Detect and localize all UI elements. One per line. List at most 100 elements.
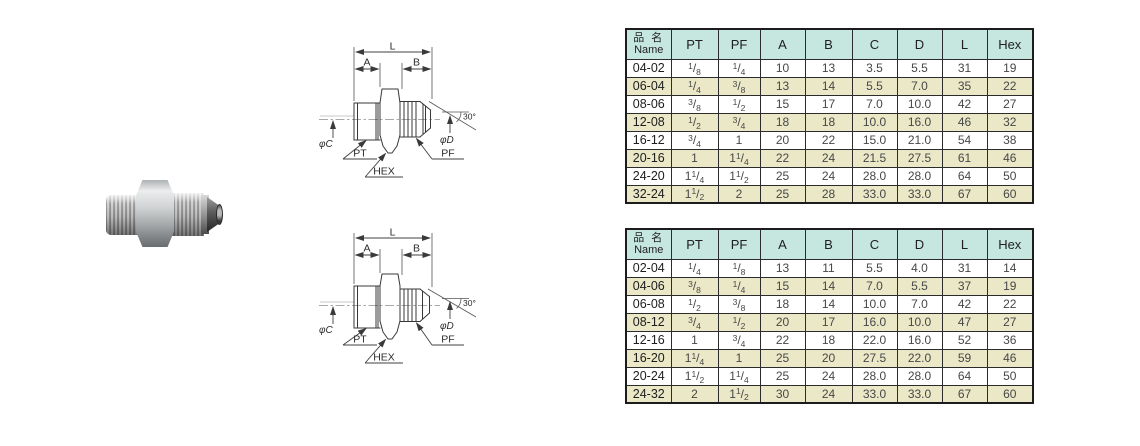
cell-name: 06-08 (625, 294, 672, 314)
cell-d: 5.5 (896, 58, 943, 78)
cell-d: 27.5 (896, 148, 943, 168)
cell-l: 64 (941, 366, 988, 386)
cell-pt: 11/2 (670, 366, 719, 386)
cell-pf: 11/4 (717, 366, 761, 386)
product-photo (106, 180, 224, 247)
cell-pt: 1/2 (670, 112, 719, 132)
cell-b: 24 (804, 148, 853, 168)
dim-label-b: B (413, 243, 420, 255)
cell-l: 37 (941, 276, 988, 296)
table-row: 16-12 3/4 1 20 22 15.0 21.0 54 38 (625, 130, 1034, 150)
cell-hex: 27 (986, 94, 1034, 114)
cell-b: 14 (804, 276, 853, 296)
cell-pt: 11/4 (670, 348, 719, 368)
cell-l: 46 (941, 112, 988, 132)
cell-hex: 19 (986, 58, 1034, 78)
cell-a: 20 (759, 312, 806, 332)
cell-l: 61 (941, 148, 988, 168)
cell-b: 24 (804, 366, 853, 386)
cell-hex: 22 (986, 76, 1034, 96)
cell-hex: 19 (986, 276, 1034, 296)
cell-d: 5.5 (896, 276, 943, 296)
table-row: 24-32 2 11/2 30 24 33.0 33.0 67 60 (625, 384, 1034, 404)
cell-b: 18 (804, 112, 853, 132)
cell-b: 13 (804, 58, 853, 78)
cell-pt: 1/4 (670, 76, 719, 96)
photo-flare-shoulder (201, 195, 209, 234)
table-row: 04-02 1/8 1/4 10 13 3.5 5.5 31 19 (625, 58, 1034, 78)
cell-c: 28.0 (851, 366, 898, 386)
cell-c: 5.5 (851, 258, 898, 278)
cell-pt: 1/2 (670, 294, 719, 314)
cell-pf: 11/2 (717, 384, 761, 404)
cell-c: 10.0 (851, 112, 898, 132)
cell-a: 25 (759, 366, 806, 386)
cell-a: 22 (759, 330, 806, 350)
cell-a: 25 (759, 166, 806, 186)
cell-name: 02-04 (625, 258, 672, 278)
cell-pf: 1/8 (717, 258, 761, 278)
cell-c: 28.0 (851, 166, 898, 186)
cell-d: 21.0 (896, 130, 943, 150)
cell-pf: 11/2 (717, 166, 761, 186)
cell-name: 08-06 (625, 94, 672, 114)
cell-pt: 1 (670, 330, 719, 350)
cell-l: 35 (941, 76, 988, 96)
photo-hex-nut (136, 180, 174, 247)
cell-hex: 46 (986, 148, 1034, 168)
cell-b: 17 (804, 94, 853, 114)
cell-pt: 3/8 (670, 276, 719, 296)
cell-l: 54 (941, 130, 988, 150)
cell-b: 24 (804, 384, 853, 404)
dim-label-a: A (363, 57, 370, 69)
cell-c: 16.0 (851, 312, 898, 332)
cell-hex: 32 (986, 112, 1034, 132)
cell-name: 04-02 (625, 58, 672, 78)
thread-label-pf: PF (441, 334, 454, 346)
table-row: 12-08 1/2 3/4 18 18 10.0 16.0 46 32 (625, 112, 1034, 132)
cell-hex: 60 (986, 184, 1034, 204)
cell-l: 67 (941, 184, 988, 204)
cell-a: 30 (759, 384, 806, 404)
angle-label-30: 30° (463, 298, 476, 308)
cell-b: 20 (804, 348, 853, 368)
cell-l: 42 (941, 294, 988, 314)
cell-d: 10.0 (896, 312, 943, 332)
cell-pf: 1/4 (717, 58, 761, 78)
cell-d: 10.0 (896, 94, 943, 114)
dim-label-a: A (363, 243, 370, 255)
column-header-pf: PF (717, 28, 761, 60)
spec-table-bottom: 品 名 Name PT PF A B C D L Hex 02-04 1/4 1/8 13 11 5.5 4.0… (625, 228, 1034, 404)
column-header-pt: PT (670, 28, 719, 60)
table-row: 08-06 3/8 1/2 15 17 7.0 10.0 42 27 (625, 94, 1034, 114)
cell-name: 24-20 (625, 166, 672, 186)
spec-table-top: 品 名 Name PT PF A B C D L Hex 04-02 1/8 1/4 10 13 3.5 5.5… (625, 28, 1034, 204)
cell-hex: 50 (986, 366, 1034, 386)
cell-name: 16-20 (625, 348, 672, 368)
cell-pf: 3/8 (717, 294, 761, 314)
cell-a: 13 (759, 258, 806, 278)
dim-label-phi-c: φC (319, 139, 334, 150)
cell-pf: 2 (717, 184, 761, 204)
cell-c: 5.5 (851, 76, 898, 96)
table-row: 20-24 11/2 11/4 25 24 28.0 28.0 64 50 (625, 366, 1034, 386)
cell-hex: 14 (986, 258, 1034, 278)
cell-d: 22.0 (896, 348, 943, 368)
cell-c: 7.0 (851, 276, 898, 296)
cell-a: 20 (759, 130, 806, 150)
technical-drawing-top: L A B φC φD 30° PT PF HEX (319, 41, 477, 178)
table-row: 08-12 3/4 1/2 20 17 16.0 10.0 47 27 (625, 312, 1034, 332)
cell-l: 42 (941, 94, 988, 114)
cell-pf: 3/4 (717, 112, 761, 132)
cell-a: 18 (759, 112, 806, 132)
cell-a: 25 (759, 348, 806, 368)
cell-l: 64 (941, 166, 988, 186)
column-header-c: C (851, 228, 898, 260)
dim-label-phi-d: φD (440, 135, 454, 146)
column-header-name: 品 名 Name (625, 28, 672, 60)
thread-label-pt: PT (353, 148, 367, 160)
thread-label-pt: PT (353, 334, 367, 346)
cell-b: 17 (804, 312, 853, 332)
cell-b: 22 (804, 130, 853, 150)
cell-hex: 27 (986, 312, 1034, 332)
